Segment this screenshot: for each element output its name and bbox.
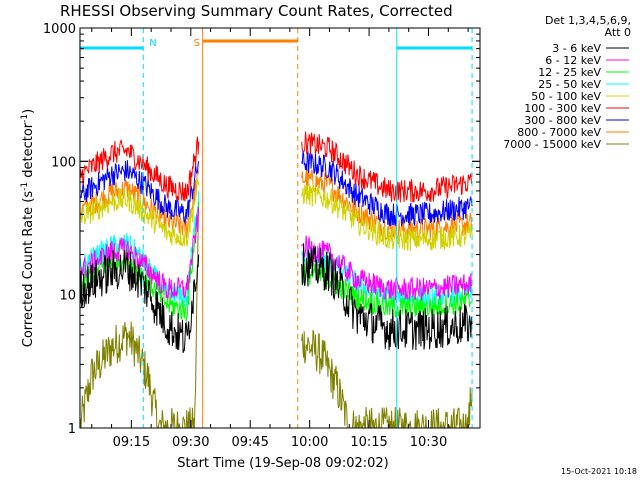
series-line <box>301 262 473 319</box>
legend-label: 6 - 12 keV <box>545 54 601 67</box>
series-300-800-kev <box>79 150 473 227</box>
series-line <box>301 235 473 301</box>
series-7000-15000-kev <box>79 201 473 430</box>
legend-header-detectors: Det 1,3,4,5,6,9, <box>545 14 631 27</box>
legend-label: 100 - 300 keV <box>524 102 601 115</box>
y-axis-label-mid: detector <box>21 122 36 182</box>
y-axis-label: Corrected Count Rate (s-1 detector-1) <box>20 109 36 347</box>
series-line <box>301 183 473 252</box>
series-line <box>79 136 200 202</box>
y-axis-label-sup1: -1 <box>20 182 30 191</box>
legend-header-attenuator: Att 0 <box>605 26 631 39</box>
plot-frame <box>79 27 481 429</box>
series-line <box>79 177 200 248</box>
series-line <box>79 250 200 354</box>
x-axis-label: Start Time (19-Sep-08 09:02:02) <box>177 456 388 471</box>
x-tick-label: 10:30 <box>410 435 447 450</box>
series-3-6-kev <box>79 243 473 354</box>
x-tick-layer: 09:15 09:30 09:45 10:00 10:15 10:30 <box>91 28 469 450</box>
flag-label: S <box>194 38 200 49</box>
series-line <box>301 329 473 430</box>
series-line <box>79 201 200 322</box>
legend-label: 7000 - 15000 keV <box>503 138 601 151</box>
series-line <box>79 201 200 429</box>
series-50-100-kev <box>79 177 473 252</box>
chart-title: RHESSI Observing Summary Count Rates, Co… <box>60 2 453 20</box>
x-tick-label: 09:30 <box>172 435 209 450</box>
y-tick-label: 10 <box>59 289 76 304</box>
y-tick-layer: 1 10 100 1000 <box>43 22 480 437</box>
x-tick-label: 10:15 <box>350 435 387 450</box>
series-line <box>301 131 473 203</box>
series-line <box>79 160 200 225</box>
y-axis-label-sup2: -1 <box>20 114 30 123</box>
x-tick-label: 10:00 <box>291 435 328 450</box>
legend-label: 12 - 25 keV <box>538 66 601 79</box>
footer-timestamp: 15-Oct-2021 10:18 <box>561 467 637 476</box>
flag-label: N <box>149 38 156 49</box>
x-tick-label: 09:45 <box>231 435 268 450</box>
series-layer <box>79 131 473 430</box>
series-12-25-kev <box>79 201 473 322</box>
y-axis-label-main: Corrected Count Rate (s <box>21 191 36 348</box>
legend-label: 50 - 100 keV <box>531 90 601 103</box>
y-tick-label: 1000 <box>43 22 76 37</box>
series-line <box>301 243 473 351</box>
legend-label: 300 - 800 keV <box>524 114 601 127</box>
x-tick-label: 09:15 <box>113 435 150 450</box>
legend-label: 25 - 50 keV <box>538 78 601 91</box>
series-100-300-kev <box>79 131 473 203</box>
y-axis-label-end: ) <box>21 109 36 114</box>
legend-label: 800 - 7000 keV <box>517 126 601 139</box>
series-line <box>301 150 473 227</box>
y-tick-label: 1 <box>68 422 76 437</box>
legend-label: 3 - 6 keV <box>552 42 601 55</box>
y-tick-label: 100 <box>51 155 76 170</box>
